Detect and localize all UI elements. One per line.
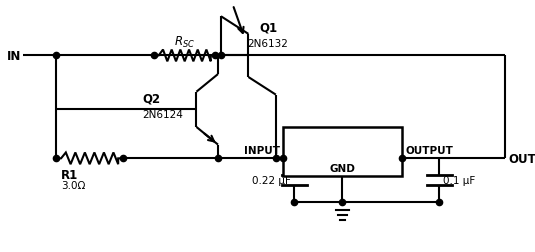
Text: 3.0Ω: 3.0Ω: [61, 180, 86, 190]
Text: 2N6124: 2N6124: [142, 110, 184, 120]
Text: 0.1 μF: 0.1 μF: [444, 176, 476, 186]
Text: 2N6132: 2N6132: [248, 39, 288, 48]
Bar: [282, 128, 402, 176]
Text: Q1: Q1: [259, 22, 277, 35]
Text: OUTPUT: OUTPUT: [405, 146, 453, 156]
Text: R1: R1: [61, 168, 79, 181]
Text: 0.22 μF: 0.22 μF: [251, 176, 291, 186]
Text: Q2: Q2: [142, 92, 160, 105]
Text: OUT: OUT: [508, 152, 535, 165]
Text: INPUT: INPUT: [244, 146, 280, 156]
Text: IN: IN: [6, 50, 21, 63]
Text: $R_{SC}$: $R_{SC}$: [174, 34, 195, 49]
Text: GND: GND: [330, 163, 355, 173]
